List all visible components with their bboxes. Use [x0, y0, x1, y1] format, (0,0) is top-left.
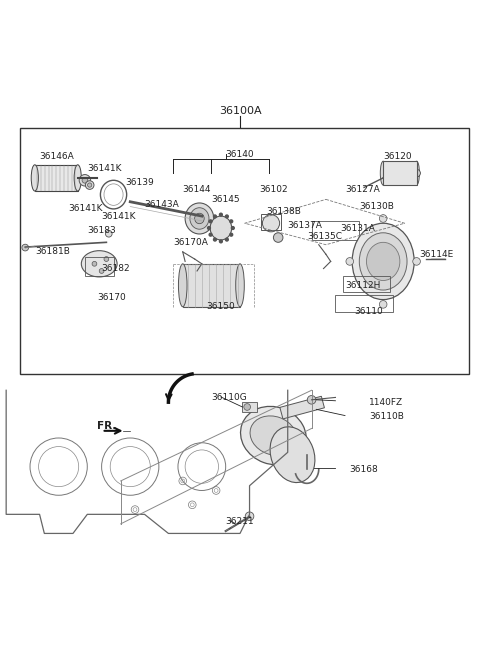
Text: 36140: 36140	[226, 150, 254, 159]
Text: 36150: 36150	[206, 302, 235, 311]
Text: 36100A: 36100A	[219, 106, 261, 116]
Text: 36114E: 36114E	[419, 250, 453, 259]
Circle shape	[413, 258, 420, 265]
Circle shape	[106, 230, 112, 237]
Text: 36120: 36120	[383, 152, 412, 161]
Ellipse shape	[414, 161, 420, 185]
Ellipse shape	[240, 406, 306, 465]
Bar	[383, 161, 417, 185]
Text: 36170: 36170	[97, 293, 126, 302]
Text: 36110G: 36110G	[211, 393, 247, 402]
Ellipse shape	[195, 213, 204, 224]
Circle shape	[230, 220, 233, 222]
Circle shape	[219, 213, 222, 216]
Text: FR.: FR.	[97, 421, 116, 431]
Text: 36127A: 36127A	[345, 185, 380, 194]
Bar	[35, 165, 78, 191]
Circle shape	[22, 244, 29, 251]
Circle shape	[230, 233, 233, 236]
Text: 36170A: 36170A	[173, 238, 208, 247]
Text: 36141K: 36141K	[102, 212, 136, 220]
Text: 36137A: 36137A	[288, 221, 323, 230]
Ellipse shape	[74, 165, 81, 191]
Text: 36110: 36110	[355, 307, 384, 316]
Text: 36183: 36183	[87, 226, 116, 235]
Circle shape	[413, 169, 420, 177]
Circle shape	[79, 174, 91, 186]
Text: 36211: 36211	[226, 517, 254, 526]
Circle shape	[92, 262, 97, 266]
Ellipse shape	[352, 223, 414, 300]
Circle shape	[219, 240, 222, 243]
Text: 36181B: 36181B	[35, 247, 70, 256]
Circle shape	[226, 238, 228, 241]
Bar	[262, 214, 281, 230]
Text: 36131A: 36131A	[340, 224, 375, 232]
Bar	[280, 396, 324, 419]
Circle shape	[346, 258, 354, 265]
Ellipse shape	[210, 216, 232, 240]
Text: 36143A: 36143A	[144, 200, 180, 208]
Text: 36110B: 36110B	[369, 412, 404, 421]
Circle shape	[214, 238, 216, 241]
Bar	[183, 264, 240, 307]
Circle shape	[99, 268, 104, 273]
Circle shape	[245, 512, 254, 521]
Circle shape	[85, 180, 94, 189]
Ellipse shape	[179, 264, 187, 307]
Ellipse shape	[31, 165, 38, 191]
Text: 36141K: 36141K	[68, 204, 103, 213]
Circle shape	[207, 226, 210, 230]
Ellipse shape	[185, 203, 214, 234]
Ellipse shape	[270, 427, 315, 483]
Text: 36135C: 36135C	[307, 232, 342, 240]
Bar	[336, 295, 393, 312]
Ellipse shape	[236, 264, 244, 307]
Bar	[312, 221, 360, 240]
Bar	[21, 128, 469, 374]
Text: 36168: 36168	[350, 464, 379, 474]
Circle shape	[209, 233, 212, 236]
Circle shape	[244, 404, 251, 410]
Circle shape	[263, 214, 280, 232]
Circle shape	[379, 214, 387, 222]
Text: 36145: 36145	[211, 195, 240, 204]
Text: 1140FZ: 1140FZ	[369, 398, 403, 407]
Circle shape	[82, 177, 88, 183]
Bar	[242, 402, 257, 412]
Text: 36112H: 36112H	[345, 281, 380, 290]
Circle shape	[307, 396, 316, 404]
Text: 36130B: 36130B	[360, 202, 394, 211]
Text: 36141K: 36141K	[87, 164, 122, 173]
Circle shape	[274, 233, 283, 242]
Text: 36182: 36182	[102, 264, 130, 273]
Bar	[85, 256, 114, 276]
Text: 36102: 36102	[259, 185, 288, 194]
Circle shape	[379, 300, 387, 308]
Circle shape	[87, 183, 92, 187]
Text: 36144: 36144	[183, 185, 211, 194]
Circle shape	[231, 226, 234, 230]
Text: 36138B: 36138B	[266, 207, 301, 216]
Circle shape	[104, 256, 109, 262]
Ellipse shape	[190, 208, 209, 229]
Text: 36139: 36139	[125, 178, 154, 187]
Circle shape	[214, 215, 216, 218]
Ellipse shape	[380, 161, 386, 185]
Bar	[343, 276, 390, 292]
Circle shape	[209, 220, 212, 222]
Ellipse shape	[360, 233, 407, 290]
Text: 36146A: 36146A	[39, 152, 74, 161]
Ellipse shape	[366, 242, 400, 280]
Ellipse shape	[250, 416, 297, 456]
Circle shape	[226, 215, 228, 218]
Ellipse shape	[81, 250, 117, 277]
